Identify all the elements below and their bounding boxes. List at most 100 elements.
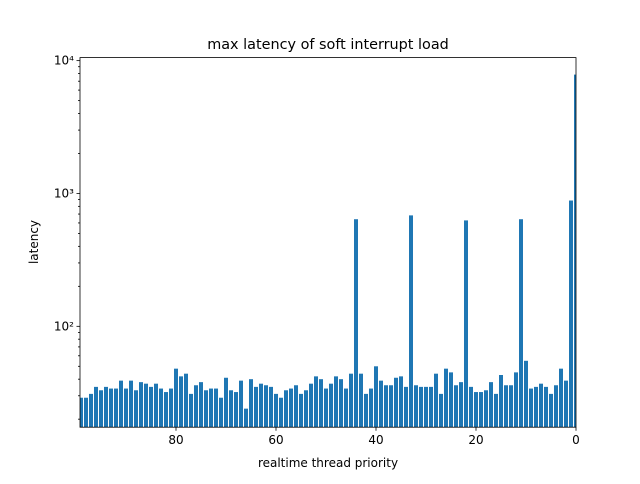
bar	[129, 380, 133, 428]
bar	[144, 383, 148, 428]
bar	[219, 397, 223, 428]
x-tick-label: 40	[368, 433, 383, 447]
bar	[124, 388, 128, 428]
bar	[234, 392, 238, 428]
bar	[374, 366, 378, 428]
bar	[289, 388, 293, 428]
bar	[384, 385, 388, 428]
bar	[429, 386, 433, 428]
bar	[444, 368, 448, 428]
x-tick-label: 60	[268, 433, 283, 447]
bar	[439, 393, 443, 428]
y-axis-label: latency	[27, 220, 41, 264]
bar	[254, 386, 258, 428]
bar	[489, 382, 493, 428]
bar	[454, 385, 458, 428]
bar	[564, 380, 568, 428]
bar	[214, 388, 218, 428]
bar	[459, 382, 463, 428]
bar	[274, 393, 278, 428]
bar	[84, 397, 88, 428]
bar	[329, 383, 333, 428]
bar	[574, 74, 576, 428]
bar	[159, 388, 163, 428]
bar	[199, 382, 203, 428]
bar	[394, 377, 398, 428]
axes-frame	[79, 57, 577, 428]
bar	[404, 386, 408, 428]
bar	[519, 219, 523, 428]
bar	[324, 388, 328, 428]
bar	[539, 383, 543, 428]
bar	[369, 388, 373, 428]
y-tick-label: 10²	[54, 319, 74, 333]
bar	[554, 385, 558, 428]
bar	[244, 408, 248, 428]
bar	[94, 386, 98, 428]
bar	[529, 388, 533, 428]
bar	[544, 386, 548, 428]
bar	[339, 379, 343, 428]
bar	[139, 382, 143, 428]
bar	[284, 390, 288, 428]
bar	[189, 393, 193, 428]
bar	[99, 390, 103, 428]
y-tick-label: 10³	[54, 186, 74, 200]
x-axis-label: realtime thread priority	[258, 456, 398, 470]
bar	[89, 393, 93, 428]
bar	[534, 386, 538, 428]
bar	[304, 390, 308, 428]
bar	[319, 379, 323, 428]
bar	[349, 373, 353, 428]
bar	[514, 372, 518, 428]
bar	[134, 390, 138, 428]
bar	[154, 383, 158, 428]
bar	[259, 383, 263, 428]
bar	[499, 375, 503, 428]
bar	[109, 388, 113, 428]
bar	[424, 386, 428, 428]
bar	[314, 376, 318, 428]
bar	[269, 386, 273, 428]
bar	[279, 397, 283, 428]
bar	[334, 376, 338, 428]
bar	[359, 373, 363, 428]
bar	[194, 385, 198, 428]
bar	[484, 390, 488, 428]
y-tick-label: 10⁴	[54, 54, 74, 68]
bar	[204, 390, 208, 428]
bar	[409, 215, 413, 428]
bar	[364, 393, 368, 428]
bar	[419, 386, 423, 428]
bar	[399, 376, 403, 428]
bar	[474, 392, 478, 428]
x-tick-label: 0	[572, 433, 580, 447]
bar	[179, 376, 183, 428]
bar	[469, 386, 473, 428]
bar	[264, 385, 268, 428]
bar	[114, 388, 118, 428]
bar	[479, 392, 483, 428]
bar	[309, 383, 313, 428]
bar	[389, 385, 393, 428]
bar	[434, 373, 438, 428]
bar	[354, 219, 358, 428]
bar	[184, 373, 188, 428]
bar	[504, 385, 508, 428]
bar	[294, 385, 298, 428]
bar	[464, 220, 468, 428]
bar	[149, 386, 153, 428]
bar	[559, 368, 563, 428]
bar	[494, 393, 498, 428]
bar	[104, 386, 108, 428]
bar	[524, 360, 528, 428]
bar	[549, 393, 553, 428]
bar	[239, 380, 243, 428]
bar	[119, 380, 123, 428]
bar	[299, 393, 303, 428]
bar	[169, 388, 173, 428]
chart-title: max latency of soft interrupt load	[207, 37, 449, 53]
bar	[249, 379, 253, 428]
bar	[174, 368, 178, 428]
